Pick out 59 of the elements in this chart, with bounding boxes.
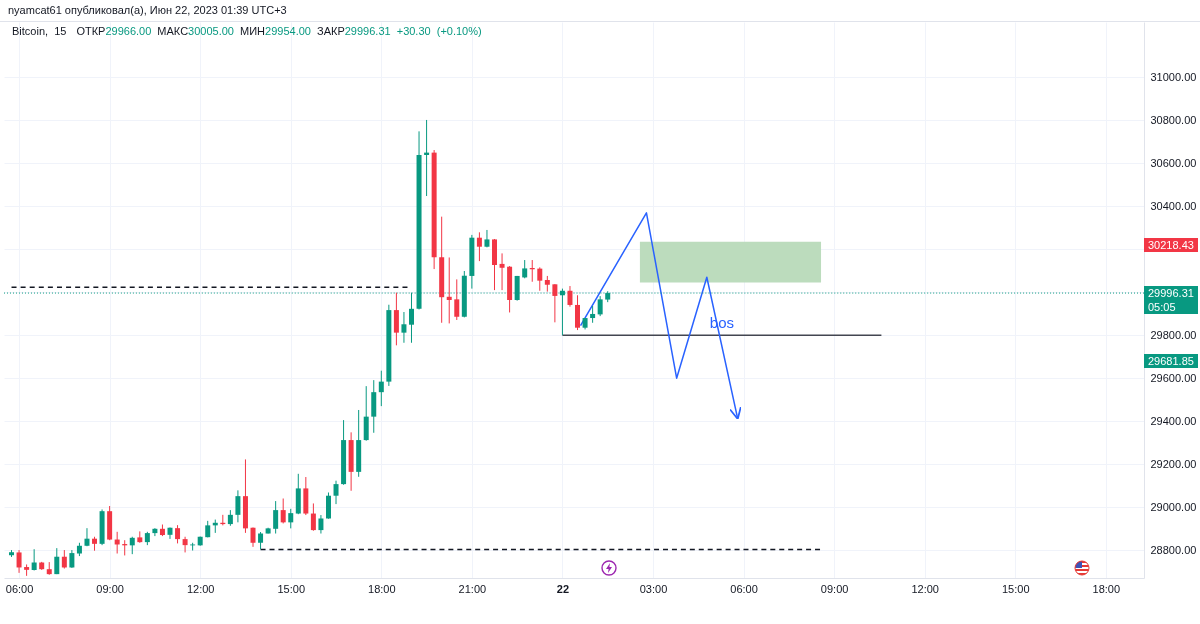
chart-subtitle: Bitcoin, 15 bbox=[12, 25, 67, 37]
candlestick bbox=[484, 229, 490, 248]
candlestick bbox=[273, 500, 279, 535]
y-tick-label: 29400.00 bbox=[1150, 414, 1197, 427]
y-tick-label: 28800.00 bbox=[1150, 543, 1197, 556]
candlestick bbox=[318, 514, 324, 535]
x-tick-label: 09:00 bbox=[820, 582, 849, 595]
candlestick bbox=[476, 231, 482, 262]
text: 05:05 bbox=[1148, 300, 1177, 315]
candlestick bbox=[325, 491, 331, 520]
y-tick-label: 31000.00 bbox=[1150, 70, 1197, 83]
y-tick-label: 29600.00 bbox=[1150, 371, 1197, 384]
candlestick bbox=[393, 292, 399, 346]
candlestick bbox=[280, 498, 286, 524]
x-tick-label: 12:00 bbox=[911, 582, 939, 595]
candlestick bbox=[333, 480, 339, 505]
y-tick-label: 30800.00 bbox=[1150, 113, 1197, 126]
chart-title: nyamcat61 опубликовал(а), Июн 22, 2023 01:39 UTC+3 bbox=[8, 4, 287, 16]
x-tick-label: 03:00 bbox=[639, 582, 668, 595]
x-tick-label: 15:00 bbox=[277, 582, 306, 595]
candlestick bbox=[446, 256, 452, 324]
x-tick-label: 06:00 bbox=[5, 582, 34, 595]
candlestick bbox=[152, 527, 158, 537]
candlestick bbox=[401, 311, 407, 344]
candlestick bbox=[288, 508, 294, 529]
x-tick-label: 06:00 bbox=[730, 582, 758, 595]
x-tick-label: 22 bbox=[556, 582, 570, 595]
candlestick bbox=[363, 385, 369, 442]
text: 29681.85 bbox=[1148, 354, 1194, 368]
candlestick bbox=[54, 547, 60, 575]
candlestick bbox=[182, 536, 188, 553]
y-tick-label: 29000.00 bbox=[1150, 500, 1197, 513]
candlestick bbox=[575, 294, 581, 331]
candlestick bbox=[499, 252, 505, 291]
candlestick bbox=[454, 278, 460, 321]
y-tick-label: 29800.00 bbox=[1150, 328, 1197, 341]
x-tick-label: 15:00 bbox=[1001, 582, 1030, 595]
x-tick-label: 21:00 bbox=[458, 582, 487, 595]
text: ОТКР29966.00 МАКС30005.00 МИН29954.00 ЗАКР29996.31 +30.30 (+0.10%) bbox=[76, 25, 482, 37]
y-tick-label: 30400.00 bbox=[1150, 199, 1197, 212]
x-tick-label: 18:00 bbox=[368, 582, 396, 595]
candlestick bbox=[378, 370, 384, 407]
candlestick bbox=[61, 549, 67, 570]
candlestick bbox=[235, 489, 241, 523]
y-tick-label: 29200.00 bbox=[1150, 457, 1197, 470]
candlestick bbox=[16, 549, 22, 574]
y-tick-label: 30600.00 bbox=[1150, 156, 1197, 169]
candlestick bbox=[522, 259, 528, 279]
candlestick bbox=[175, 524, 181, 544]
x-tick-label: 12:00 bbox=[186, 582, 215, 595]
x-tick-label: 18:00 bbox=[1092, 582, 1121, 595]
candlestick bbox=[537, 266, 543, 292]
text: 30218.43 bbox=[1148, 238, 1194, 252]
ref-line-label: 29996.31 bbox=[1148, 286, 1194, 301]
candlestick bbox=[552, 283, 558, 323]
candlestick bbox=[597, 295, 603, 317]
x-tick-label: 09:00 bbox=[96, 582, 124, 595]
candlestick bbox=[567, 285, 573, 308]
candlestick bbox=[310, 502, 316, 532]
